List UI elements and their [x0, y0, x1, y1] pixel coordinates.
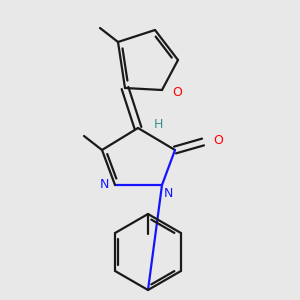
- Text: O: O: [213, 134, 223, 146]
- Text: N: N: [164, 187, 173, 200]
- Text: N: N: [100, 178, 109, 191]
- Text: H: H: [153, 118, 163, 130]
- Text: O: O: [172, 85, 182, 98]
